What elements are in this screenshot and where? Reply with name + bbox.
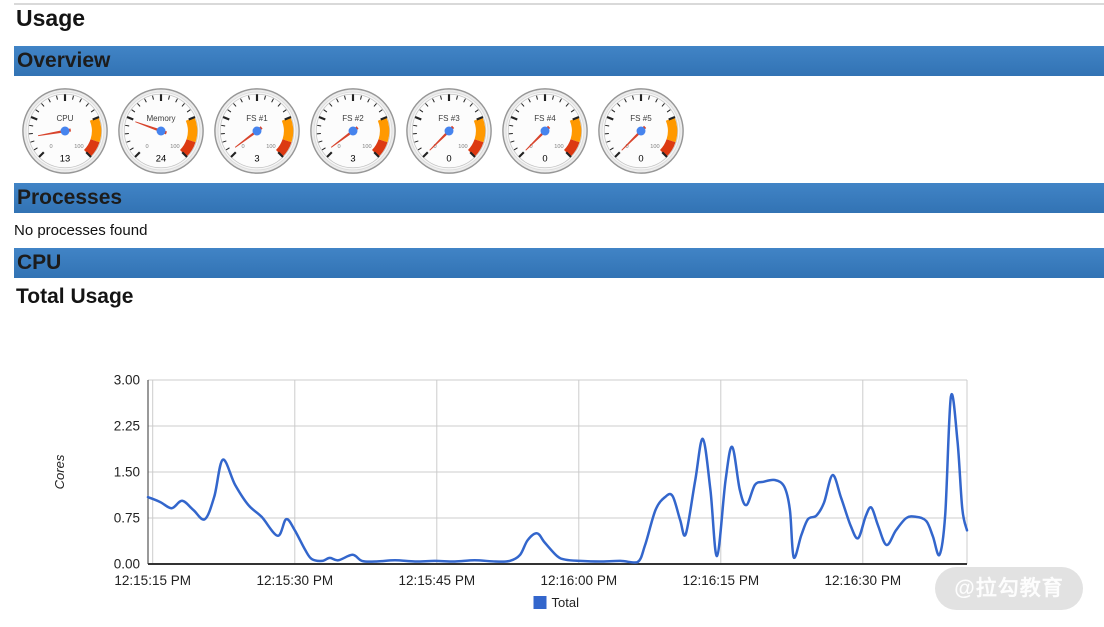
gauge-hub (444, 126, 454, 136)
top-divider (14, 3, 1104, 5)
gauge-min-label: 0 (626, 144, 629, 150)
gauge-max-label: 100 (554, 144, 563, 150)
gauge-value: 13 (60, 152, 70, 163)
gauge-label: FS #3 (438, 114, 460, 123)
gauge-max-label: 100 (458, 144, 467, 150)
gauge-hub (540, 126, 550, 136)
y-tick-label: 2.25 (114, 419, 140, 434)
gauge-dial: Memory 0 100 24 (118, 88, 204, 174)
page-title: Usage (16, 5, 86, 31)
gauge-max-label: 100 (74, 144, 83, 150)
x-tick-label: 12:15:15 PM (114, 573, 191, 588)
gauge-value: 3 (254, 152, 259, 163)
legend-swatch (533, 596, 547, 609)
gauge-max-label: 100 (650, 144, 659, 150)
legend-label: Total (552, 595, 580, 610)
gauge-max-label: 100 (266, 144, 275, 150)
gauge-label: FS #4 (534, 114, 556, 123)
gauge-value: 0 (638, 152, 643, 163)
gauge-hub (348, 126, 358, 136)
section-header-cpu-label: CPU (17, 251, 62, 274)
section-header-processes: Processes (14, 183, 1104, 213)
gauge-label: Memory (146, 114, 175, 123)
gauge-dial: FS #4 0 100 0 (502, 88, 588, 174)
gauge-fs-3: FS #3 0 100 0 (406, 88, 492, 174)
gauge-fs-1: FS #1 0 100 3 (214, 88, 300, 174)
gauge-dial: FS #1 0 100 3 (214, 88, 300, 174)
gauge-dial: FS #2 0 100 3 (310, 88, 396, 174)
cpu-total-usage-chart: 0.00 0.75 1.50 2.25 3.00 12:15:15 PM 12:15:30 … (0, 368, 1104, 620)
gauge-cpu: CPU 0 100 13 (22, 88, 108, 174)
gauge-min-label: 0 (146, 144, 149, 150)
watermark-badge: @拉勾教育 (935, 567, 1083, 610)
section-header-overview-label: Overview (17, 49, 111, 72)
gauge-min-label: 0 (434, 144, 437, 150)
gauge-min-label: 0 (242, 144, 245, 150)
section-header-processes-label: Processes (17, 186, 123, 209)
gauge-value: 0 (542, 152, 547, 163)
overview-gauges-row: CPU 0 100 13 Memory 0 100 24 FS #1 0 100 (22, 88, 684, 174)
gauge-min-label: 0 (50, 144, 53, 150)
x-tick-label: 12:16:00 PM (541, 573, 618, 588)
section-header-cpu: CPU (14, 248, 1104, 278)
gauge-value: 3 (350, 152, 355, 163)
gauge-label: FS #2 (342, 114, 364, 123)
gauge-min-label: 0 (530, 144, 533, 150)
x-tick-label: 12:16:15 PM (683, 573, 760, 588)
gauge-fs-4: FS #4 0 100 0 (502, 88, 588, 174)
gauge-label: FS #1 (246, 114, 268, 123)
total-usage-chart-svg: 0.00 0.75 1.50 2.25 3.00 12:15:15 PM 12:15:30 … (52, 373, 969, 610)
no-processes-message: No processes found (14, 222, 148, 239)
gauge-min-label: 0 (338, 144, 341, 150)
gauge-hub (60, 126, 70, 136)
y-axis-title: Cores (52, 454, 67, 489)
y-tick-label: 1.50 (114, 465, 140, 480)
y-tick-label: 3.00 (114, 373, 140, 388)
gauge-label: FS #5 (630, 114, 652, 123)
gauge-label: CPU (57, 114, 74, 123)
gauge-dial: FS #5 0 100 0 (598, 88, 684, 174)
x-tick-label: 12:16:30 PM (825, 573, 902, 588)
cpu-chart-title: Total Usage (16, 285, 134, 308)
gauge-max-label: 100 (170, 144, 179, 150)
gauge-memory: Memory 0 100 24 (118, 88, 204, 174)
gauge-value: 0 (446, 152, 451, 163)
gauge-hub (252, 126, 262, 136)
gauge-fs-2: FS #2 0 100 3 (310, 88, 396, 174)
section-header-overview: Overview (14, 46, 1104, 76)
gauge-max-label: 100 (362, 144, 371, 150)
x-tick-label: 12:15:45 PM (399, 573, 476, 588)
gauge-hub (636, 126, 646, 136)
gauge-value: 24 (156, 152, 166, 163)
x-tick-label: 12:15:30 PM (257, 573, 334, 588)
gauge-dial: CPU 0 100 13 (22, 88, 108, 174)
y-tick-label: 0.75 (114, 511, 140, 526)
series-line-total (146, 393, 969, 564)
y-tick-label: 0.00 (114, 557, 140, 572)
gauge-dial: FS #3 0 100 0 (406, 88, 492, 174)
gauge-fs-5: FS #5 0 100 0 (598, 88, 684, 174)
gauge-hub (156, 126, 166, 136)
